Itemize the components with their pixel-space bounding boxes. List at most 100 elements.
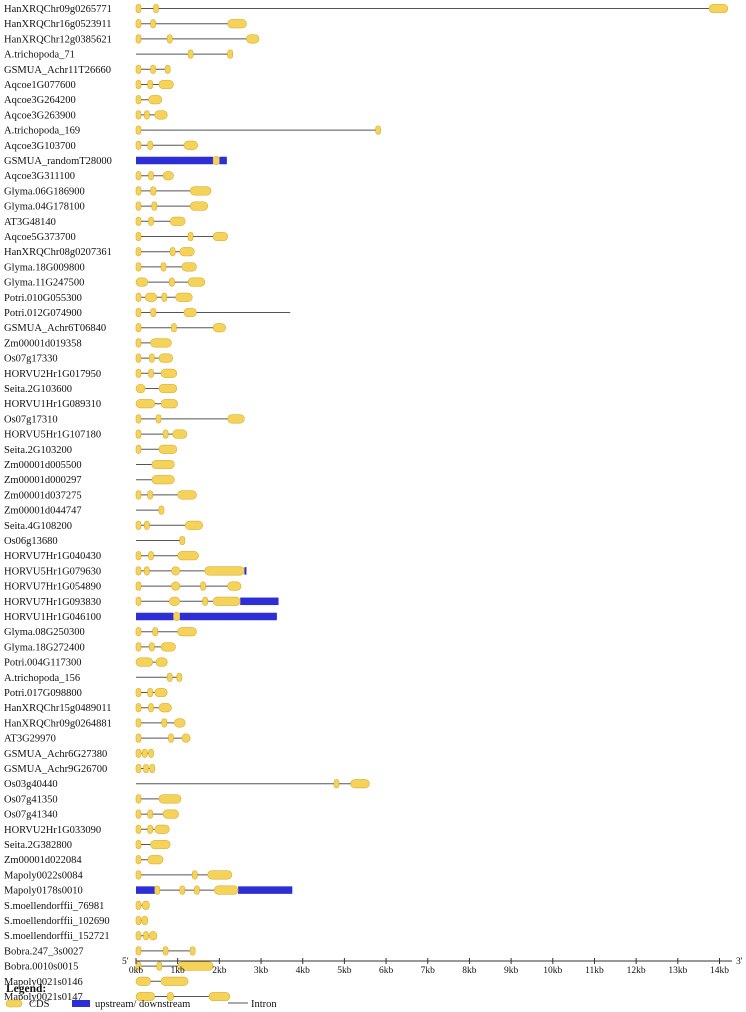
gene-row: Potri.004G117300 <box>4 657 168 669</box>
x-tick-label: 3kb <box>254 966 269 976</box>
gene-row: Aqcoe5G373700 <box>4 231 228 243</box>
cds-block <box>135 201 142 211</box>
x-tick-label: 6kb <box>379 966 394 976</box>
cds-block <box>212 155 220 166</box>
gene-label: Bobra.0010s0015 <box>4 962 78 973</box>
cds-block <box>135 110 142 120</box>
cds-block <box>183 140 198 150</box>
cds-block <box>148 368 154 378</box>
gene-row: S.moellendorffii_152721 <box>4 931 158 942</box>
gene-row: Potri.010G055300 <box>4 292 193 304</box>
cds-block <box>171 323 177 333</box>
gene-label: Seita.2G103600 <box>4 384 72 395</box>
cds-block <box>161 292 168 302</box>
cds-block <box>135 444 142 454</box>
gene-label: Os06g13680 <box>4 536 58 547</box>
gene-label: Mapoly0178s0010 <box>4 886 83 897</box>
gene-label: Potri.010G055300 <box>4 293 82 304</box>
cds-block <box>135 64 142 74</box>
cds-block <box>164 64 171 74</box>
gene-label: Os07g17330 <box>4 354 58 365</box>
gene-row: Zm00001d019358 <box>4 338 172 349</box>
cds-block <box>154 110 168 120</box>
gene-label: HanXRQChr09g0264881 <box>4 718 112 729</box>
cds-block <box>135 125 142 135</box>
gene-label: A.trichopoda_71 <box>4 50 75 61</box>
cds-block <box>227 581 242 591</box>
gene-row: HORVU7Hr1G054890 <box>4 581 242 593</box>
gene-row: Bobra.247_3s0027 <box>4 946 196 957</box>
cds-block <box>166 34 173 44</box>
cds-block <box>162 429 169 439</box>
cds-block <box>135 292 142 302</box>
gene-row: HORVU1Hr1G046100 <box>4 611 277 623</box>
cds-block <box>135 551 142 561</box>
cds-block <box>135 915 142 926</box>
cds-block <box>169 277 175 287</box>
cds-block <box>179 247 195 257</box>
gene-row: Aqcoe3G311100 <box>4 171 174 182</box>
cds-block <box>151 201 158 211</box>
utr-block <box>136 886 155 894</box>
gene-row: Os03g40440 <box>4 779 370 790</box>
gene-label: Bobra.247_3s0027 <box>4 946 84 957</box>
legend-label: Intron <box>251 999 277 1010</box>
gene-label: Glyma.06G186900 <box>4 186 85 197</box>
cds-block <box>189 201 208 211</box>
cds-block <box>166 672 173 682</box>
x-tick-label: 1kb <box>171 966 186 976</box>
gene-row: GSMUA_randomT28000 <box>4 155 227 167</box>
cds-block <box>150 307 157 318</box>
cds-block <box>135 596 142 606</box>
cds-block <box>181 262 197 272</box>
gene-row: HORVU7Hr1G093830 <box>4 596 279 608</box>
gene-label: Zm00001d019358 <box>4 338 82 349</box>
cds-block <box>147 824 153 834</box>
gene-row: Glyma.18G272400 <box>4 642 176 653</box>
cds-block <box>152 627 158 637</box>
cds-block <box>187 49 194 59</box>
gene-row: Seita.2G103200 <box>4 444 178 456</box>
gene-label: Aqcoe3G263900 <box>4 110 76 121</box>
cds-block <box>135 794 142 804</box>
gene-row: Seita.4G108200 <box>4 520 203 532</box>
cds-block <box>151 459 175 470</box>
gene-label: GSMUA_Achr6T06840 <box>4 323 106 334</box>
cds-block <box>147 79 153 90</box>
gene-row: A.trichopoda_71 <box>4 49 233 61</box>
gene-row: Aqcoe1G077600 <box>4 79 174 91</box>
utr-block <box>136 612 174 621</box>
cds-block <box>150 64 156 74</box>
cds-block <box>149 763 156 774</box>
utr-block <box>240 597 279 606</box>
cds-block <box>212 231 228 242</box>
legend-label: upstream/ downstream <box>95 999 190 1010</box>
cds-block <box>155 657 168 667</box>
gene-label: AT3G29970 <box>4 734 56 745</box>
gene-label: Seita.2G382800 <box>4 840 72 851</box>
cds-block <box>135 231 142 242</box>
cds-block <box>204 566 245 576</box>
gene-row: GSMUA_Achr6T06840 <box>4 323 226 334</box>
gene-row: Seita.2G382800 <box>4 839 171 851</box>
cds-block <box>169 216 186 226</box>
cds-block <box>183 307 197 318</box>
gene-label: Zm00001d005500 <box>4 460 82 471</box>
gene-label: HORVU7Hr1G040430 <box>4 551 101 562</box>
utr-block <box>238 886 293 894</box>
cds-block <box>158 794 182 804</box>
cds-block <box>227 19 247 29</box>
gene-row: Os07g41340 <box>4 809 179 821</box>
cds-block <box>135 247 142 257</box>
x-tick-label: 13kb <box>668 966 687 976</box>
cds-block <box>135 216 142 226</box>
gene-label: HORVU5Hr1G079630 <box>4 566 101 577</box>
gene-label: Zm00001d000297 <box>4 475 82 486</box>
cds-block <box>166 991 174 1002</box>
cds-block <box>158 383 178 394</box>
gene-row: Aqcoe3G264200 <box>4 95 163 106</box>
cds-block <box>135 824 142 834</box>
x-tick-label: 5kb <box>337 966 352 976</box>
gene-label: HanXRQChr12g0385621 <box>4 34 112 45</box>
gene-label: Aqcoe3G311100 <box>4 171 75 182</box>
